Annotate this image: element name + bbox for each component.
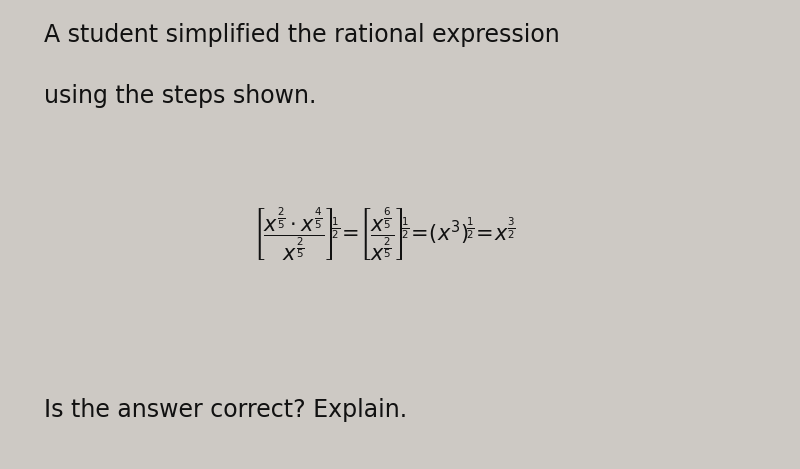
Text: $\left[\dfrac{x^{\frac{2}{5}} \cdot x^{\frac{4}{5}}}{x^{\frac{2}{5}}}\right]^{\!: $\left[\dfrac{x^{\frac{2}{5}} \cdot x^{\…	[253, 206, 515, 263]
Text: A student simplified the rational expression: A student simplified the rational expres…	[44, 23, 560, 47]
Text: Is the answer correct? Explain.: Is the answer correct? Explain.	[44, 398, 407, 422]
Text: using the steps shown.: using the steps shown.	[44, 84, 316, 108]
